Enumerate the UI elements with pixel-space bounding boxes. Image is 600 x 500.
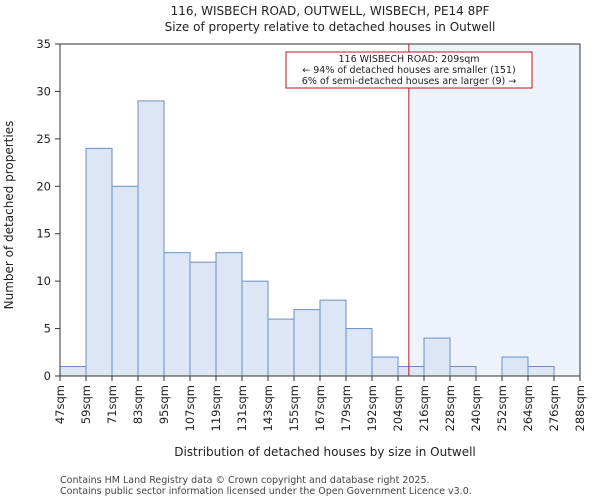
plot-area: 0 5 10 15 20 25 30 35 47sqm 59sqm 71sqm 83sqm 95sqm 1…: [36, 37, 587, 431]
x-tick-label-83sqm: 83sqm: [131, 385, 145, 424]
bar-71sqm: [111, 185, 139, 377]
bar-204sqm: [397, 366, 425, 377]
bar-216sqm: [423, 337, 451, 377]
x-tick-label-167sqm: 167sqm: [313, 385, 327, 431]
x-tick-label-71sqm: 71sqm: [105, 385, 119, 424]
x-tick-label-288sqm: 288sqm: [573, 385, 587, 431]
bar-264sqm: [527, 366, 555, 377]
bar-83sqm: [137, 100, 165, 377]
x-tick-label-204sqm: 204sqm: [391, 385, 405, 431]
bar-119sqm: [215, 252, 243, 377]
bar-155sqm: [293, 309, 321, 377]
x-tick-label-179sqm: 179sqm: [339, 385, 353, 431]
x-tick-label-264sqm: 264sqm: [521, 385, 535, 431]
footer-line-1: Contains HM Land Registry data © Crown c…: [60, 475, 430, 486]
y-tick-label-5: 5: [44, 322, 51, 336]
x-tick-label-59sqm: 59sqm: [79, 385, 93, 424]
bar-131sqm: [241, 280, 269, 377]
bar-179sqm: [345, 328, 373, 377]
y-tick-label-20: 20: [36, 179, 51, 193]
bar-192sqm: [371, 356, 399, 377]
y-tick-label-0: 0: [44, 369, 51, 383]
annotation-larger: 6% of semi-detached houses are larger (9…: [302, 76, 516, 87]
x-tick-label-252sqm: 252sqm: [495, 385, 509, 431]
bar-252sqm: [501, 356, 529, 377]
x-tick-label-192sqm: 192sqm: [365, 385, 379, 431]
y-tick-label-15: 15: [36, 227, 51, 241]
x-tick-label-119sqm: 119sqm: [209, 385, 223, 431]
footer-line-2: Contains public sector information licen…: [60, 486, 472, 497]
y-tick-label-30: 30: [36, 84, 51, 98]
x-tick-label-228sqm: 228sqm: [443, 385, 457, 431]
annotation-box: [285, 51, 533, 89]
y-tick-label-10: 10: [36, 274, 51, 288]
x-tick-label-131sqm: 131sqm: [235, 385, 249, 431]
x-axis-label: Distribution of detached houses by size …: [174, 445, 476, 459]
annotation-title: 116 WISBECH ROAD: 209sqm: [338, 54, 479, 65]
y-tick-label-25: 25: [36, 132, 51, 146]
bar-228sqm: [449, 366, 477, 377]
x-tick-label-240sqm: 240sqm: [469, 385, 483, 431]
chart-title: 116, WISBECH ROAD, OUTWELL, WISBECH, PE1…: [171, 4, 490, 18]
bar-59sqm: [85, 147, 113, 377]
bar-143sqm: [267, 318, 295, 377]
x-tick-label-95sqm: 95sqm: [157, 385, 171, 424]
bar-47sqm: [59, 366, 87, 377]
x-tick-label-276sqm: 276sqm: [547, 385, 561, 431]
chart-subtitle: Size of property relative to detached ho…: [165, 20, 496, 34]
x-tick-label-216sqm: 216sqm: [417, 385, 431, 431]
bar-107sqm: [189, 261, 217, 377]
x-tick-label-47sqm: 47sqm: [53, 385, 67, 424]
marker-shade: [408, 44, 580, 376]
y-axis-label: Number of detached properties: [2, 121, 16, 310]
x-tick-label-107sqm: 107sqm: [183, 385, 197, 431]
bar-95sqm: [163, 252, 191, 377]
y-tick-label-35: 35: [36, 37, 51, 51]
x-tick-label-143sqm: 143sqm: [261, 385, 275, 431]
x-tick-label-155sqm: 155sqm: [287, 385, 301, 431]
annotation-smaller: ← 94% of detached houses are smaller (15…: [302, 65, 515, 76]
bar-167sqm: [319, 299, 347, 377]
